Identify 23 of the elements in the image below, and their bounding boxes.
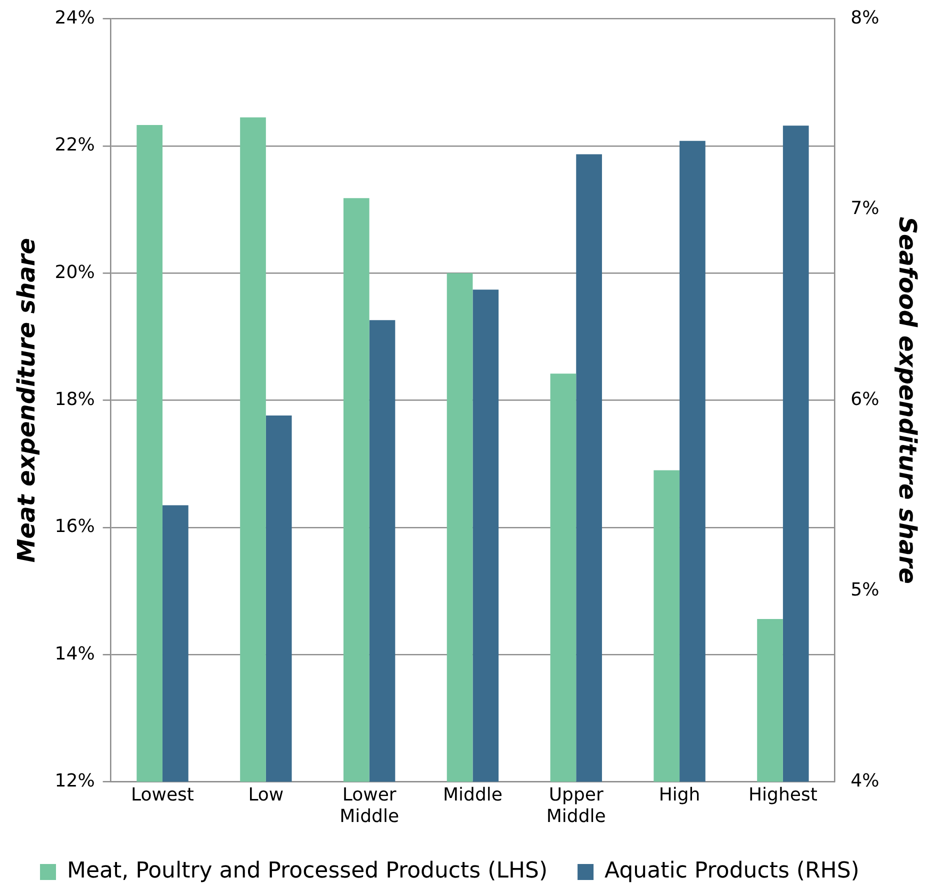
y-tick-label: 18% [54,388,95,410]
x-tick-label: High [658,784,700,806]
y2-axis-title: Seafood expenditure share [893,216,922,584]
x-tick-label: Lower Middle [340,784,400,827]
y2-tick-label: 4% [850,770,880,792]
y-tick-label: 16% [54,516,95,538]
x-tick-label: Lowest [131,784,194,806]
x-tick-label: Middle [442,784,502,806]
x-tick-label: Upper Middle [546,784,606,827]
y-tick-label: 20% [54,262,95,283]
y-tick-label: 12% [54,770,95,792]
y-axis-title: Meat expenditure share [12,238,41,563]
y-tick-label: 24% [54,7,95,28]
x-tick-label: Highest [748,784,818,806]
y2-tick-label: 5% [850,580,880,601]
y-tick-label: 22% [54,134,95,156]
legend-label: Meat, Poultry and Processed Products (LHS) [67,858,548,884]
y2-tick-label: 7% [850,198,880,220]
legend-label: Aquatic Products (RHS) [604,858,860,884]
y2-tick-label: 8% [850,7,880,28]
y-tick-label: 14% [54,643,95,664]
y2-tick-label: 6% [850,388,880,410]
x-tick-label: Low [248,784,284,806]
